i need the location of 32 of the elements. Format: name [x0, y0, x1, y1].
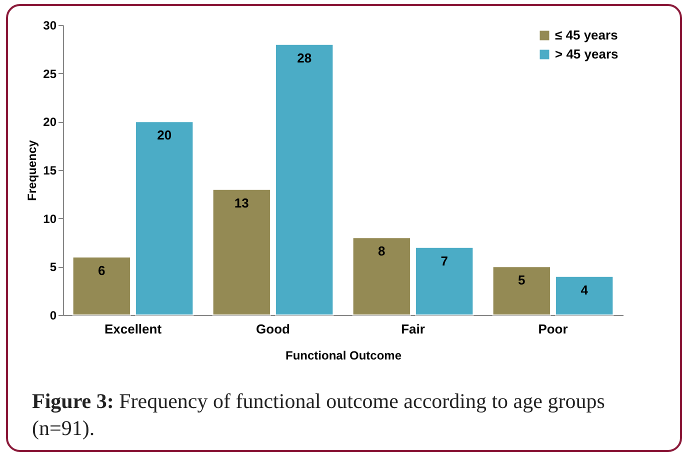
x-axis-title: Functional Outcome: [285, 348, 402, 362]
y-tick-label: 25: [43, 66, 57, 81]
bar: [72, 256, 131, 316]
y-tick-label: 30: [43, 18, 57, 32]
bar: [352, 237, 411, 316]
x-tick-label: Good: [256, 322, 290, 336]
bar: [415, 246, 474, 316]
bar: [135, 121, 194, 316]
x-tick-label: Poor: [538, 322, 568, 336]
data-label: 28: [297, 50, 312, 66]
caption: Figure 3: Frequency of functional outcome according to age groups (n=91).: [32, 388, 606, 442]
y-tick-label: 0: [50, 308, 57, 322]
bar: [275, 44, 334, 316]
y-tick-label: 15: [43, 164, 57, 178]
y-tick-label: 20: [43, 115, 57, 130]
data-label: 6: [98, 263, 106, 278]
bar: [212, 188, 271, 316]
y-tick-label: 5: [50, 260, 57, 274]
data-label: 5: [518, 272, 526, 288]
x-tick-label: Fair: [401, 322, 425, 336]
x-tick-label: Excellent: [104, 322, 162, 336]
bar: [555, 276, 614, 316]
y-tick-label: 10: [43, 212, 57, 226]
legend-label: ≤ 45 years: [555, 28, 618, 42]
data-label: 13: [234, 195, 249, 210]
data-label: 4: [580, 282, 589, 298]
data-label: 20: [157, 128, 172, 143]
y-axis-title: Frequency: [25, 140, 40, 201]
data-label: 7: [440, 253, 448, 268]
data-label: 8: [378, 244, 386, 259]
legend-label: > 45 years: [555, 46, 618, 62]
bar: [492, 266, 551, 316]
